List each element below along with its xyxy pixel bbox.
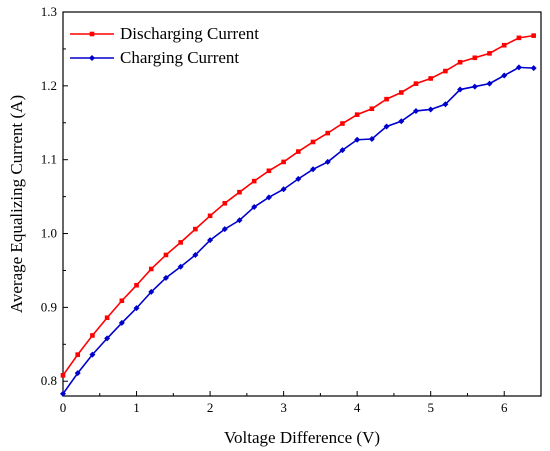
data-point [133, 305, 140, 312]
data-point [207, 213, 213, 219]
data-point [369, 106, 375, 112]
series-layer [60, 33, 537, 397]
data-point [119, 298, 125, 304]
data-point [324, 158, 331, 165]
y-tick-label: 0.8 [41, 373, 57, 388]
data-point [236, 217, 243, 224]
legend-label: Discharging Current [120, 24, 259, 43]
data-point [443, 68, 448, 74]
data-point [398, 118, 405, 125]
data-point [134, 282, 139, 288]
data-point [412, 107, 419, 114]
legend-marker [89, 55, 95, 61]
data-point [531, 33, 536, 38]
data-point [340, 121, 345, 126]
x-tick-label: 4 [354, 400, 361, 415]
data-point [281, 159, 286, 165]
data-point [354, 112, 360, 117]
x-tick-label: 1 [133, 400, 140, 415]
data-point [60, 390, 66, 397]
data-point [487, 51, 492, 56]
axis-ticks: 0 1 2 3 4 5 6 0.8 0.9 1.0 1.1 1.2 1.3 [41, 4, 508, 415]
data-point [515, 64, 522, 71]
data-point [384, 96, 389, 102]
data-point [265, 194, 272, 201]
data-point [413, 81, 419, 86]
data-point [310, 166, 317, 173]
x-tick-label: 0 [60, 400, 67, 415]
data-point [280, 186, 287, 193]
data-point [177, 263, 184, 270]
x-tick-label: 5 [427, 400, 434, 415]
data-point [104, 335, 111, 342]
data-point [530, 65, 537, 72]
data-point [90, 333, 95, 338]
data-point [501, 72, 508, 79]
y-tick-label: 0.9 [41, 299, 57, 314]
data-point [237, 189, 242, 195]
x-axis-title: Voltage Difference (V) [224, 428, 380, 447]
data-point [354, 136, 361, 143]
data-point [251, 178, 257, 184]
data-point [163, 252, 169, 258]
data-point [457, 59, 463, 65]
data-point [192, 251, 199, 258]
plot-frame [62, 11, 542, 397]
x-tick-label: 6 [501, 400, 508, 415]
data-point [148, 266, 154, 272]
data-point [251, 203, 258, 210]
legend-item: Charging Current [70, 48, 239, 67]
data-point [296, 149, 301, 154]
data-point [339, 147, 346, 154]
data-point [193, 226, 198, 232]
data-point [207, 237, 214, 244]
data-point [148, 288, 155, 295]
legend-label: Charging Current [120, 48, 239, 67]
data-point [221, 226, 228, 233]
data-point [428, 76, 433, 81]
series-2 [60, 64, 537, 397]
data-point [383, 123, 390, 130]
series-line [62, 66, 534, 395]
data-point [398, 90, 404, 95]
data-point [472, 55, 478, 61]
data-point [89, 351, 96, 358]
data-point [516, 35, 522, 41]
series-line [62, 34, 534, 376]
data-point [471, 83, 478, 90]
data-point [325, 130, 331, 136]
y-axis-title: Average Equalizing Current (A) [7, 95, 26, 313]
data-point [310, 139, 316, 145]
y-tick-label: 1.0 [41, 226, 57, 241]
data-point [104, 315, 110, 321]
data-point [75, 352, 81, 357]
legend-item: Discharging Current [70, 24, 259, 43]
x-tick-label: 3 [280, 400, 287, 415]
x-tick-label: 2 [207, 400, 214, 415]
data-point [162, 274, 169, 281]
data-point [266, 168, 272, 174]
y-tick-label: 1.2 [41, 78, 57, 93]
data-point [222, 200, 228, 206]
data-point [60, 373, 66, 378]
data-point [74, 370, 81, 377]
y-tick-label: 1.1 [41, 152, 57, 167]
y-tick-label: 1.3 [41, 4, 57, 19]
data-point [486, 80, 493, 87]
data-point [457, 86, 464, 93]
data-point [118, 319, 125, 326]
legend-marker [89, 31, 95, 37]
series-1 [60, 33, 536, 378]
data-point [442, 101, 449, 108]
data-point [501, 42, 507, 48]
data-point [178, 240, 183, 245]
data-point [295, 175, 302, 182]
data-point [368, 136, 375, 143]
legend: Discharging Current Charging Current [70, 24, 259, 67]
data-point [427, 106, 434, 113]
